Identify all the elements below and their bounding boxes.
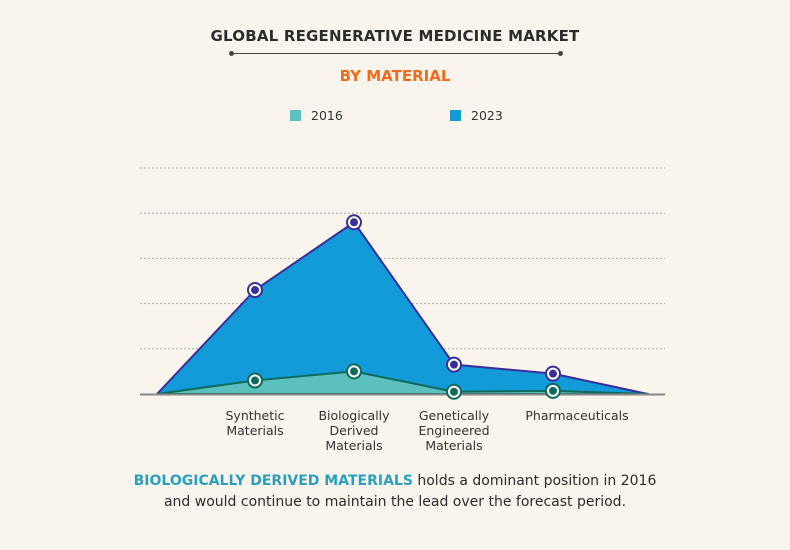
- chart-subtitle: BY MATERIAL: [339, 67, 451, 85]
- footer-text: BIOLOGICALLY DERIVED MATERIALS holds a d…: [0, 471, 790, 513]
- data-point-core-2016: [350, 367, 358, 376]
- legend-item-2023: 2023: [450, 108, 503, 123]
- legend-label-2023: 2023: [471, 108, 503, 123]
- divider-dot-left: [229, 51, 234, 56]
- legend-swatch-2016: [290, 110, 301, 121]
- footer-line1: holds a dominant position in 2016: [412, 473, 657, 489]
- x-tick-label: Biologically Derived Materials: [318, 408, 390, 453]
- data-point-core-2016: [251, 376, 259, 385]
- legend-item-2016: 2016: [290, 108, 343, 123]
- title-divider: [232, 53, 560, 54]
- legend-label-2016: 2016: [311, 108, 343, 123]
- data-point-core-2023: [350, 218, 358, 227]
- data-point-core-2023: [251, 286, 259, 295]
- x-tick-label: Pharmaceuticals: [525, 408, 629, 423]
- data-point-core-2023: [450, 360, 458, 369]
- legend-swatch-2023: [450, 110, 461, 121]
- footer-highlight: BIOLOGICALLY DERIVED MATERIALS: [133, 473, 413, 489]
- area-2023: [156, 221, 649, 395]
- data-point-core-2016: [549, 386, 557, 395]
- x-tick-label: Genetically Engineered Materials: [418, 408, 490, 453]
- footer-line2: and would continue to maintain the lead …: [163, 494, 627, 510]
- divider-dot-right: [558, 51, 563, 56]
- data-point-core-2023: [549, 369, 557, 378]
- chart-title: GLOBAL REGENERATIVE MEDICINE MARKET: [210, 27, 580, 45]
- data-point-core-2016: [450, 387, 458, 396]
- x-tick-label: Synthetic Materials: [225, 408, 285, 438]
